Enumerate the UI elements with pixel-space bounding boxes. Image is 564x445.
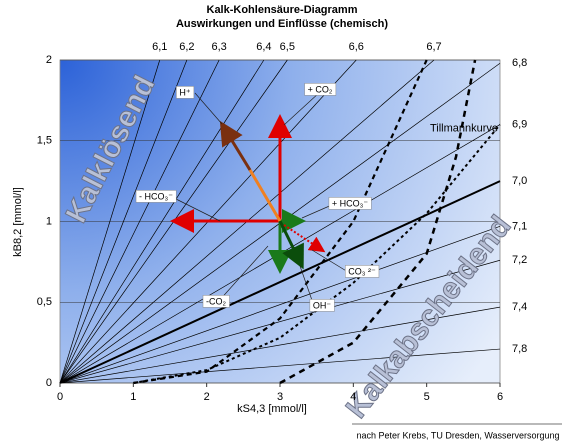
annotation-box [328, 197, 372, 210]
series-line [133, 59, 428, 385]
x-tick-label: 0 [57, 391, 63, 403]
arrow [219, 120, 252, 171]
annotation: - HCO₃⁻ [139, 191, 173, 201]
x-tick-label: 6 [497, 391, 503, 403]
series-line [59, 59, 188, 384]
leader-lines [171, 91, 349, 307]
source: nach Peter Krebs, TU Dresden, Wasservers… [356, 430, 559, 440]
annotation: OH⁻ [313, 300, 332, 310]
chart-title: Kalk-Kohlensäure-Diagramm [207, 4, 358, 16]
ph-label: 6,6 [349, 41, 364, 53]
ph-label: 6,1 [152, 41, 167, 53]
annotation: H⁺ [179, 87, 190, 97]
series-line [59, 59, 161, 384]
annotation-box [176, 86, 195, 99]
annotation: CO₃ ²⁻ [348, 266, 376, 276]
series-line [59, 180, 501, 384]
y-tick-label: 1,5 [37, 135, 52, 147]
annotation-box [309, 299, 335, 312]
x-tick-label: 4 [350, 391, 356, 403]
ph-label: 6,7 [426, 41, 441, 53]
vector-arrows [170, 91, 349, 307]
ph-label: 6,2 [179, 41, 194, 53]
annotation: + CO₂ [308, 84, 333, 94]
annotation-box [202, 295, 230, 308]
curve-label: Tillmannkurve [430, 123, 498, 135]
x-tick-label: 1 [130, 391, 136, 403]
ph-label: 7,0 [512, 175, 527, 187]
series-line [59, 306, 501, 384]
annotation-box [304, 83, 337, 96]
y-tick-label: 2 [46, 54, 52, 66]
chart-subtitle: Auswirkungen und Einflüsse (chemisch) [176, 18, 388, 30]
ph-label: 6,8 [512, 57, 527, 69]
annotation-box [345, 265, 380, 278]
y-axis-label: kB8,2 [mmol/l] [12, 187, 24, 257]
x-tick-label: 5 [424, 391, 430, 403]
x-tick-label: 2 [204, 391, 210, 403]
annotation: -CO₂ [206, 296, 226, 306]
arrow [278, 220, 304, 270]
marks [59, 59, 501, 385]
series-line [59, 259, 501, 384]
ph-label: 7,2 [512, 254, 527, 266]
arrow [248, 169, 282, 222]
ph-label: 6,5 [280, 41, 295, 53]
y-tick-label: 0,5 [37, 296, 52, 308]
x-axis-label: kS4,3 [mmol/l] [237, 403, 307, 415]
ph-label: 7,8 [512, 343, 527, 355]
ph-label: 7,1 [512, 220, 527, 232]
annotation: + HCO₃⁻ [332, 198, 368, 208]
series-line [279, 59, 477, 385]
ph-label: 6,3 [211, 41, 226, 53]
x-tick-label: 3 [277, 391, 283, 403]
arrow [283, 224, 326, 253]
ph-label: 6,9 [512, 119, 527, 131]
series-line [59, 348, 501, 384]
y-tick-label: 0 [46, 377, 52, 389]
series-line [59, 59, 265, 384]
annotation-box [135, 190, 177, 203]
series-line [59, 59, 220, 384]
annotations: H⁺ + CO₂ - HCO₃⁻ + HCO₃⁻ CO₃ ²⁻ OH⁻ -CO₂ [135, 83, 380, 312]
y-tick-label: 1 [46, 215, 52, 227]
ph-label: 7,4 [512, 301, 527, 313]
ph-label: 6,4 [256, 41, 271, 53]
